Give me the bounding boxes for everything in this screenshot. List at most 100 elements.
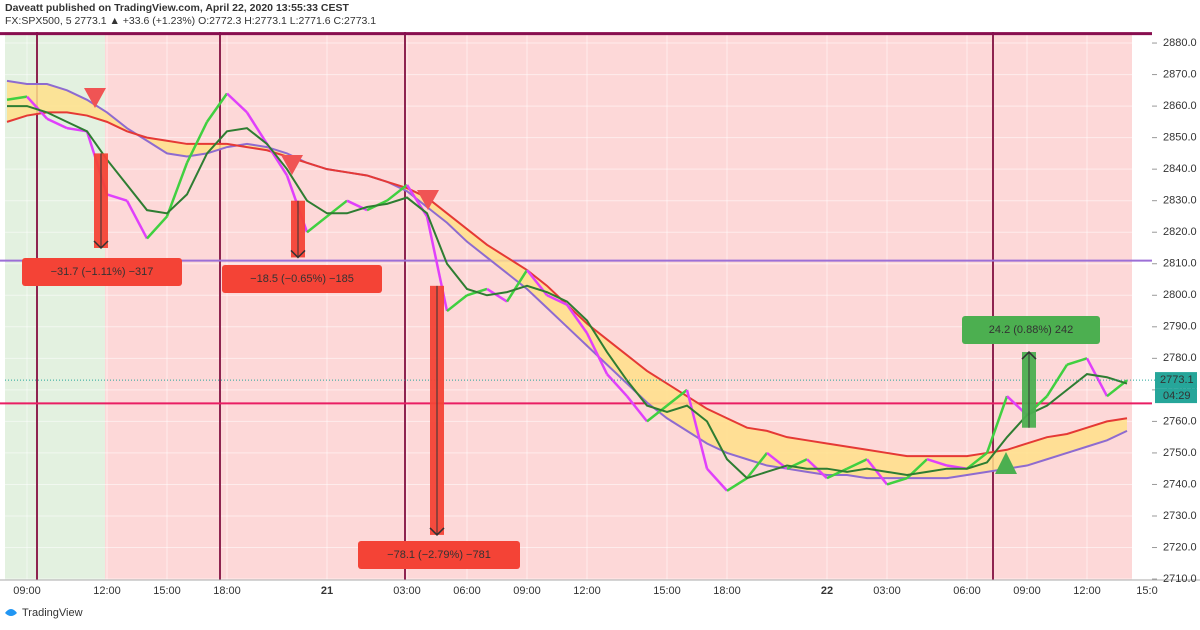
arrow-head (1021, 350, 1037, 360)
measure-box (962, 316, 1100, 344)
x-tick-label: 09:00 (513, 585, 541, 597)
y-tick-label: 2820.0 (1163, 226, 1197, 238)
symbol-line: FX:SPX500, 5 2773.1 ▲ +33.6 (+1.23%) O:2… (5, 15, 376, 27)
measure-box (22, 258, 182, 286)
moving-average (7, 105, 1128, 480)
x-tick-label: 09:00 (13, 585, 41, 597)
price-segment (125, 200, 149, 240)
price-segment (245, 111, 269, 145)
price-segment (985, 395, 1009, 454)
arrow-head (290, 249, 306, 259)
measure-label: −78.1 (−2.79%) −781 (387, 549, 491, 561)
price-segment (866, 458, 888, 486)
price-segment (26, 95, 48, 120)
sell-signal (417, 190, 439, 210)
countdown-box (1155, 388, 1197, 404)
x-tick-label: 09:00 (1013, 585, 1041, 597)
price-segment (626, 395, 648, 423)
x-tick-label: 21 (321, 585, 333, 597)
y-tick-label: 2720.0 (1163, 541, 1197, 553)
last-price-box (1155, 372, 1197, 389)
sell-signal (281, 155, 303, 175)
arrow-head (93, 240, 109, 250)
price-segment (185, 121, 209, 164)
x-tick-label: 03:00 (393, 585, 421, 597)
price-segment (565, 304, 589, 334)
price-segment (1085, 357, 1109, 397)
last-price-label: 2773.1 (1160, 374, 1194, 386)
y-tick-label: 2830.0 (1163, 195, 1197, 207)
y-tick-label: 2730.0 (1163, 510, 1197, 522)
price-segment (585, 332, 609, 375)
price-segment (786, 458, 808, 470)
y-tick-label: 2850.0 (1163, 132, 1197, 144)
measure-label: 24.2 (0.88%) 242 (989, 324, 1073, 336)
y-tick-label: 2800.0 (1163, 289, 1197, 301)
publisher: Daveatt published on TradingView.com, Ap… (5, 2, 349, 14)
price-segment (726, 477, 748, 492)
sell-signal (84, 88, 106, 108)
price-segment (685, 389, 709, 470)
price-segment (966, 451, 988, 470)
price-segment (226, 92, 248, 114)
measure-label: −31.7 (−1.11%) −317 (51, 266, 154, 278)
measure-box (358, 541, 520, 569)
price-segment (706, 467, 728, 492)
logo (5, 609, 17, 616)
price-segment (46, 117, 68, 130)
countdown: 04:29 (1163, 390, 1191, 402)
measure-box (222, 265, 382, 293)
x-tick-label: 18:00 (213, 585, 241, 597)
x-tick-label: 12:00 (1073, 585, 1101, 597)
price-segment (1045, 363, 1069, 397)
x-tick-label: 15:00 (153, 585, 181, 597)
arrow-head (429, 527, 445, 536)
price-segment (106, 193, 128, 202)
y-tick-label: 2710.0 (1163, 573, 1197, 585)
price-segment (306, 215, 328, 234)
price-segment (846, 458, 868, 470)
x-tick-label: 12:00 (573, 585, 601, 597)
price-segment (546, 294, 568, 306)
y-tick-label: 2750.0 (1163, 447, 1197, 459)
price-segment (486, 287, 508, 303)
y-tick-label: 2760.0 (1163, 415, 1197, 427)
price-segment (505, 269, 529, 303)
price-segment (606, 373, 628, 398)
x-tick-label: 18:00 (713, 585, 741, 597)
y-tick-label: 2740.0 (1163, 478, 1197, 490)
moving-average (6, 79, 1128, 480)
price-segment (886, 476, 908, 486)
measure-label: −18.5 (−0.65%) −185 (250, 273, 354, 285)
y-tick-label: 2780.0 (1163, 352, 1197, 364)
x-tick-label: 03:00 (873, 585, 901, 597)
x-tick-label: 06:00 (953, 585, 981, 597)
y-tick-label: 2840.0 (1163, 163, 1197, 175)
price-segment (746, 452, 768, 479)
price-segment (666, 388, 688, 407)
x-tick-label: 15:0 (1136, 585, 1157, 597)
price-segment (926, 458, 948, 467)
y-tick-label: 2880.0 (1163, 37, 1197, 49)
y-tick-label: 2860.0 (1163, 100, 1197, 112)
x-tick-label: 15:00 (653, 585, 681, 597)
x-tick-label: 12:00 (93, 585, 121, 597)
x-tick-label: 06:00 (453, 585, 481, 597)
price-segment (165, 162, 189, 217)
y-tick-label: 2870.0 (1163, 68, 1197, 80)
price-segment (646, 404, 668, 423)
y-tick-label: 2790.0 (1163, 321, 1197, 333)
price-segment (6, 95, 28, 102)
brand: TradingView (22, 607, 83, 619)
x-tick-label: 22 (821, 585, 833, 597)
price-segment (146, 215, 168, 240)
price-segment (1066, 357, 1088, 366)
price-segment (205, 92, 229, 123)
y-tick-label: 2810.0 (1163, 258, 1197, 270)
price-segment (446, 294, 468, 313)
session-bg (105, 32, 1132, 580)
buy-signal (995, 452, 1017, 474)
price-segment (386, 183, 408, 202)
price-segment (826, 467, 848, 480)
